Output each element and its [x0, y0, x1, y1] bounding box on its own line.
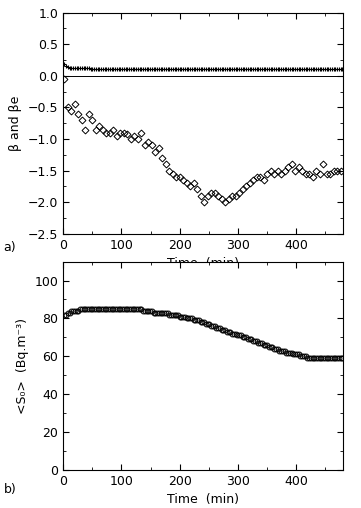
X-axis label: Time  (min): Time (min): [167, 257, 239, 270]
Text: a): a): [4, 241, 16, 255]
Text: b): b): [4, 483, 16, 496]
Y-axis label: β and βe: β and βe: [9, 96, 22, 151]
X-axis label: Time  (min): Time (min): [167, 493, 239, 506]
Y-axis label: <S₀>  (Bq.m⁻³): <S₀> (Bq.m⁻³): [16, 318, 29, 414]
